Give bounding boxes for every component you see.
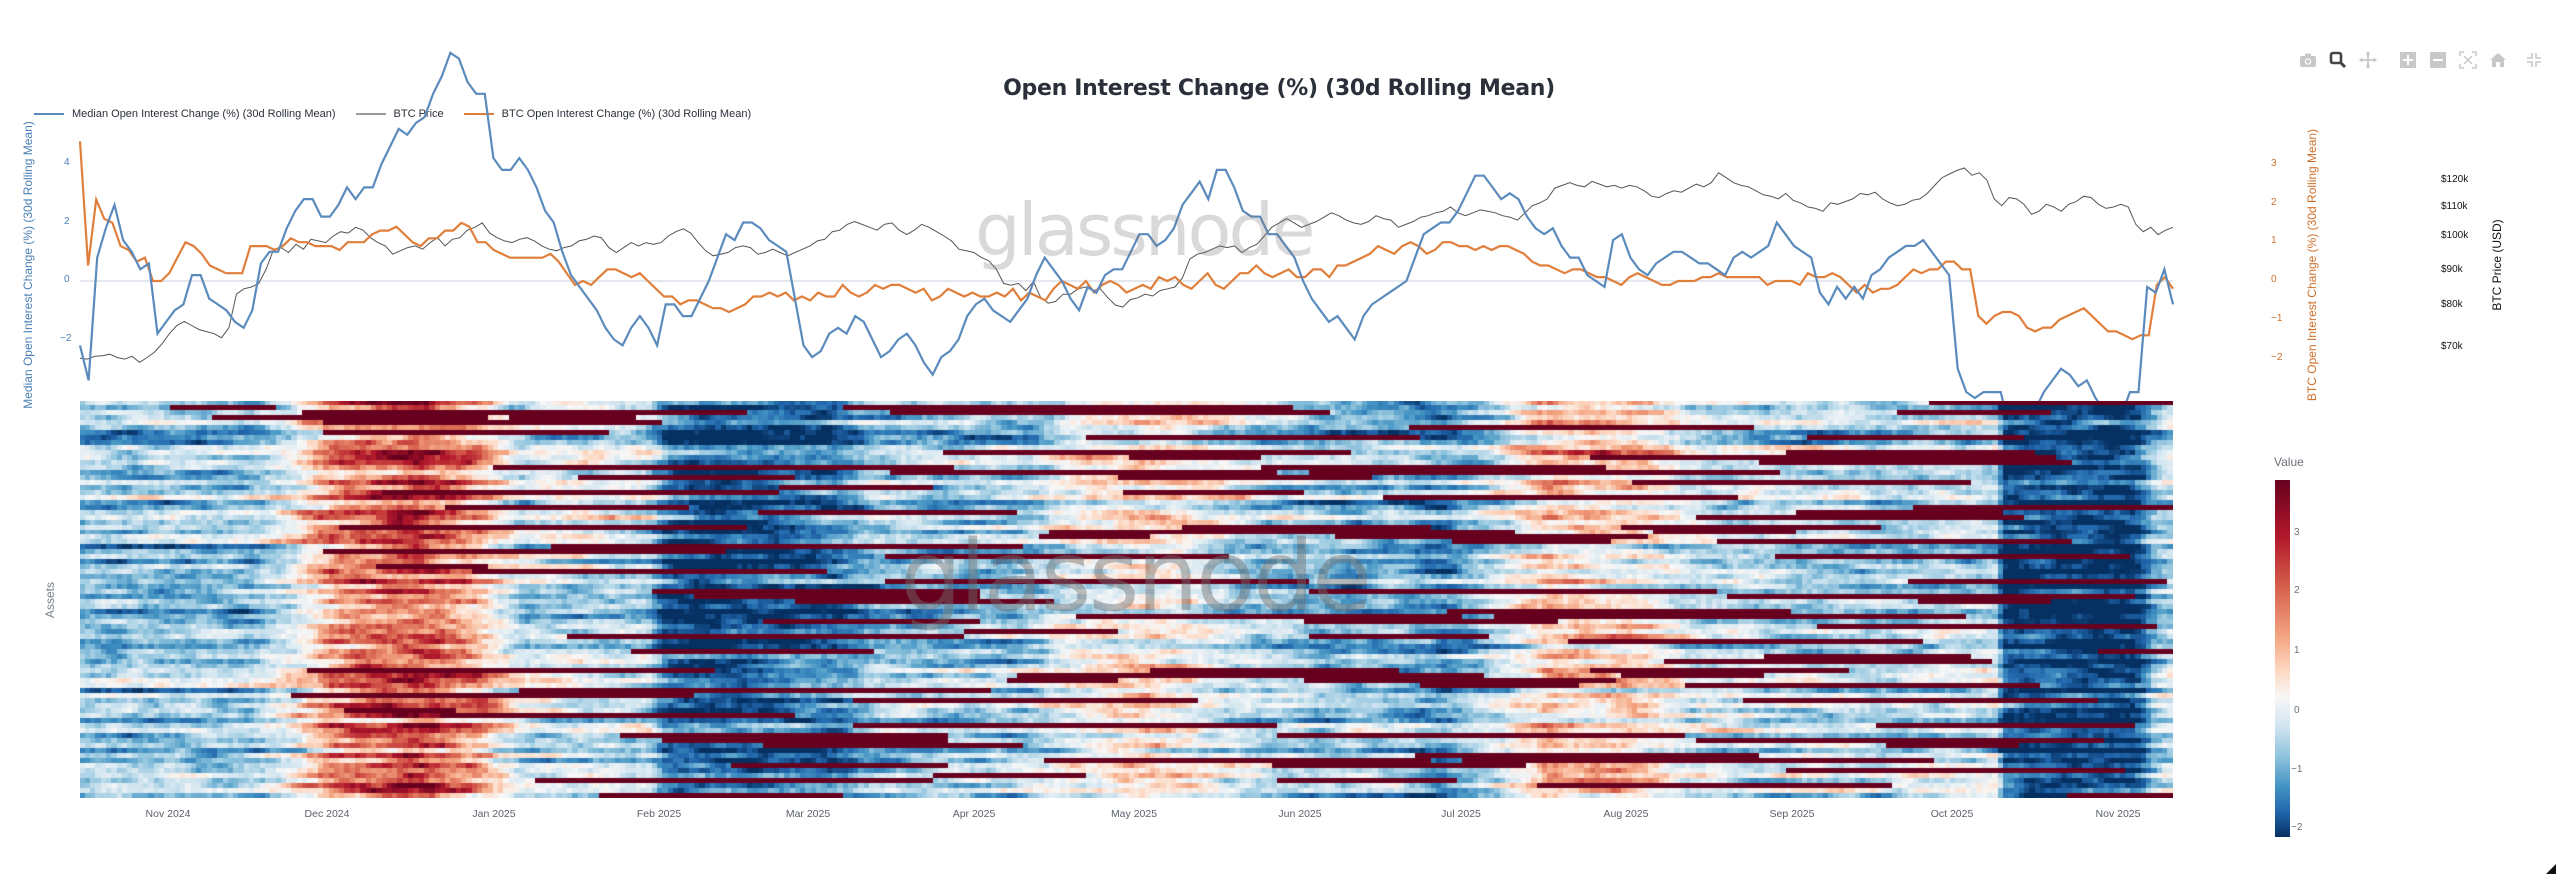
right-y-tick-btc-oi: 3 xyxy=(2271,158,2277,169)
x-tick: Aug 2025 xyxy=(1603,808,1649,820)
home-icon[interactable] xyxy=(2488,50,2508,70)
zoom-in-icon[interactable] xyxy=(2398,50,2418,70)
chart-title: Open Interest Change (%) (30d Rolling Me… xyxy=(1003,76,1555,101)
x-tick: Feb 2025 xyxy=(636,808,682,820)
x-tick: Nov 2025 xyxy=(2095,808,2141,820)
right-y-tick-btc-oi: 1 xyxy=(2271,235,2277,246)
colorbar xyxy=(2275,480,2290,837)
x-tick: Jan 2025 xyxy=(472,808,516,820)
modebar xyxy=(2298,50,2544,70)
x-tick: Oct 2025 xyxy=(1930,808,1974,820)
pan-icon[interactable] xyxy=(2358,50,2378,70)
x-tick: May 2025 xyxy=(1110,808,1158,820)
colorbar-tick: −2 xyxy=(2291,822,2303,833)
right-y-tick-btc-oi: −2 xyxy=(2271,352,2283,363)
legend: Median Open Interest Change (%) (30d Rol… xyxy=(34,108,751,120)
x-tick: Jun 2025 xyxy=(1278,808,1322,820)
legend-swatch-median-oi xyxy=(34,113,64,115)
right-y-tick-btc-price: $120k xyxy=(2441,174,2469,185)
heatmap[interactable] xyxy=(80,401,2173,798)
right-y-tick-btc-oi: −1 xyxy=(2271,313,2283,324)
left-y-tick: 2 xyxy=(64,216,70,227)
resize-handle[interactable] xyxy=(2546,864,2556,874)
x-tick: Apr 2025 xyxy=(952,808,996,820)
colorbar-tick: 3 xyxy=(2294,527,2300,538)
x-tick: Sep 2025 xyxy=(1769,808,1815,820)
colorbar-tick: 0 xyxy=(2294,705,2300,716)
btc-price-line[interactable] xyxy=(79,167,2174,364)
left-y-tick: −2 xyxy=(60,333,72,344)
btc-oi-line[interactable] xyxy=(78,141,2174,341)
colorbar-tick: 2 xyxy=(2294,585,2300,596)
legend-swatch-btc-oi xyxy=(463,113,494,115)
left-y-tick: 4 xyxy=(64,157,70,168)
right-y-tick-btc-price: $80k xyxy=(2441,299,2463,310)
right-y-tick-btc-price: $100k xyxy=(2441,230,2469,241)
colorbar-title: Value xyxy=(2274,455,2304,469)
right-y-tick-btc-price: $90k xyxy=(2441,264,2463,275)
zoom-out-icon[interactable] xyxy=(2428,50,2448,70)
right-y-tick-btc-oi: 2 xyxy=(2271,197,2277,208)
left-y-tick: 0 xyxy=(64,274,70,285)
legend-item-btc-price[interactable]: BTC Price xyxy=(355,108,444,120)
x-tick: Mar 2025 xyxy=(785,808,831,820)
right-y-tick-btc-oi: 0 xyxy=(2271,274,2277,285)
zoom-icon[interactable] xyxy=(2328,50,2348,70)
x-tick: Nov 2024 xyxy=(145,808,191,820)
legend-label: BTC Price xyxy=(393,108,444,120)
colorbar-tick: 1 xyxy=(2294,645,2300,656)
legend-item-btc-oi[interactable]: BTC Open Interest Change (%) (30d Rollin… xyxy=(463,108,752,120)
legend-label: BTC Open Interest Change (%) (30d Rollin… xyxy=(501,108,752,120)
fullscreen-exit-icon[interactable] xyxy=(2524,50,2544,70)
legend-item-median-oi[interactable]: Median Open Interest Change (%) (30d Rol… xyxy=(34,108,336,120)
colorbar-tick: −1 xyxy=(2291,764,2303,775)
median-oi-line[interactable] xyxy=(78,51,2175,448)
legend-swatch-btc-price xyxy=(355,113,386,115)
right-y-tick-btc-price: $110k xyxy=(2441,201,2468,212)
camera-icon[interactable] xyxy=(2298,50,2318,70)
legend-label: Median Open Interest Change (%) (30d Rol… xyxy=(72,108,336,120)
right-y-tick-btc-price: $70k xyxy=(2441,341,2463,352)
x-tick: Jul 2025 xyxy=(1441,808,1481,820)
autoscale-icon[interactable] xyxy=(2458,50,2478,70)
x-tick: Dec 2024 xyxy=(304,808,350,820)
